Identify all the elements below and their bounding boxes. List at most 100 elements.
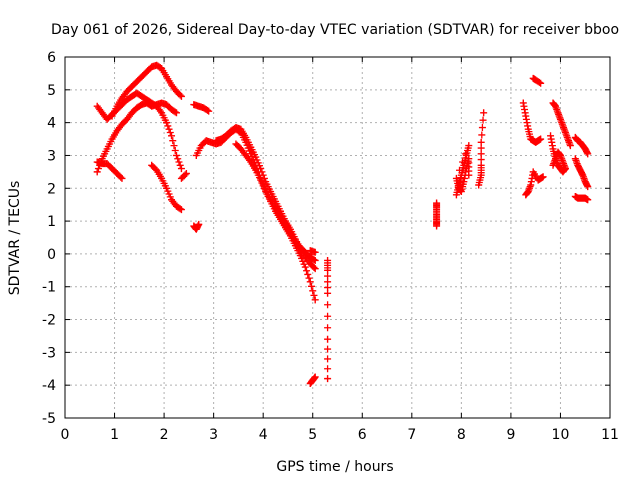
data-point (584, 196, 592, 204)
data-point (103, 115, 111, 123)
y-tick-label: 5 (47, 83, 56, 99)
data-point (177, 92, 185, 100)
data-point (168, 81, 176, 89)
data-point (168, 106, 176, 114)
data-point (306, 278, 314, 286)
data-point (257, 176, 265, 184)
data-point (306, 260, 314, 268)
data-point (559, 158, 567, 166)
data-point (465, 142, 473, 150)
data-point (133, 78, 141, 86)
data-point (133, 89, 141, 97)
series-track-r (519, 99, 545, 146)
series-track-p (452, 142, 473, 199)
data-point (103, 145, 111, 153)
series-track-x (571, 133, 592, 158)
data-point (559, 122, 567, 130)
data-point (581, 178, 589, 186)
data-point (108, 112, 116, 120)
data-point (163, 184, 171, 192)
data-point (257, 165, 265, 173)
marker-fill (171, 108, 179, 116)
series-track-e (148, 161, 185, 214)
y-tick-label: 4 (47, 116, 56, 132)
data-point (113, 170, 121, 178)
data-point (192, 151, 200, 159)
marker-fill (203, 106, 211, 114)
series-track-b (108, 61, 185, 120)
x-tick-label: 7 (407, 427, 416, 443)
data-point (163, 73, 171, 81)
data-point (475, 181, 483, 189)
series-track-q (475, 109, 488, 189)
series-track-v (549, 99, 574, 150)
data-point (202, 137, 210, 145)
y-tick-label: 1 (47, 214, 56, 230)
data-point (172, 109, 180, 117)
data-point (153, 166, 161, 174)
y-tick-label: -1 (42, 280, 56, 296)
data-point (168, 196, 176, 204)
data-point (556, 151, 564, 159)
data-point (547, 132, 555, 140)
data-point (207, 138, 215, 146)
data-point (522, 112, 530, 120)
data-point (457, 188, 465, 196)
data-point (532, 76, 540, 84)
data-point (118, 120, 126, 128)
y-tick-label: 2 (47, 181, 56, 197)
data-point (579, 171, 587, 179)
data-point (138, 92, 146, 100)
y-tick-label: -5 (42, 411, 56, 427)
data-point (306, 247, 314, 255)
marker-fill (478, 131, 486, 139)
x-tick-label: 4 (259, 427, 268, 443)
data-point (324, 375, 332, 383)
marker-fill (258, 168, 266, 176)
plot-frame (64, 56, 611, 419)
data-point (272, 207, 280, 215)
marker-fill (176, 161, 184, 169)
data-point (177, 174, 185, 182)
marker-fill (324, 345, 332, 353)
data-point (113, 127, 121, 135)
data-point (324, 335, 332, 343)
data-point (549, 161, 557, 169)
marker-fill (181, 171, 189, 179)
data-layer (93, 61, 592, 388)
marker-fill (94, 165, 102, 173)
data-point (281, 224, 289, 232)
marker-fill (310, 263, 318, 271)
data-point (168, 132, 176, 140)
data-point (153, 101, 161, 109)
data-point (460, 178, 468, 186)
data-point (172, 87, 180, 95)
data-point (527, 181, 535, 189)
y-tick-label: 0 (47, 247, 56, 263)
x-tick-label: 0 (61, 427, 70, 443)
data-point (153, 61, 161, 69)
marker-fill (324, 355, 332, 363)
data-point (561, 128, 569, 136)
data-point (108, 135, 116, 143)
data-point (242, 151, 250, 159)
data-point (301, 263, 309, 271)
data-point (433, 217, 441, 225)
data-point (529, 168, 537, 176)
marker-fill (307, 282, 315, 290)
marker-fill (535, 78, 543, 86)
y-tick-label: 6 (47, 50, 56, 66)
marker-fill (166, 128, 174, 136)
marker-fill (164, 122, 172, 130)
marker-fill (324, 324, 332, 332)
data-point (148, 161, 156, 169)
data-point (158, 174, 166, 182)
data-point (571, 155, 579, 163)
x-tick-label: 8 (457, 427, 466, 443)
marker-fill (310, 291, 318, 299)
marker-fill (303, 267, 311, 275)
x-tick-label: 5 (308, 427, 317, 443)
y-tick-label: -3 (42, 345, 56, 361)
data-point (537, 135, 545, 143)
data-point (524, 125, 532, 133)
